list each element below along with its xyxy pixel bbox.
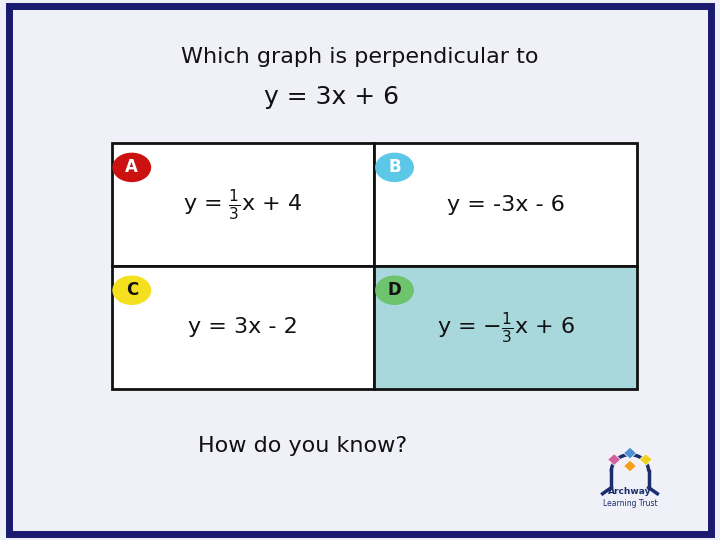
Text: A: A [125,158,138,177]
Text: Learning Trust: Learning Trust [603,500,657,508]
Text: Archway: Archway [608,487,652,496]
Circle shape [376,153,413,181]
Text: Which graph is perpendicular to: Which graph is perpendicular to [181,46,539,67]
Text: B: B [388,158,401,177]
Text: y = $-\frac{1}{3}$x + 6: y = $-\frac{1}{3}$x + 6 [437,310,575,345]
Text: y = 3x - 2: y = 3x - 2 [188,318,298,338]
Text: y = $\frac{1}{3}$x + 4: y = $\frac{1}{3}$x + 4 [184,187,302,222]
Polygon shape [624,447,636,459]
Text: C: C [125,281,138,299]
Circle shape [376,276,413,304]
Polygon shape [608,454,621,465]
Text: y = -3x - 6: y = -3x - 6 [447,194,564,214]
Polygon shape [639,454,652,465]
Text: How do you know?: How do you know? [198,435,407,456]
FancyBboxPatch shape [112,266,374,389]
Polygon shape [624,460,636,472]
FancyBboxPatch shape [9,6,711,534]
Circle shape [113,153,150,181]
Text: y = 3x + 6: y = 3x + 6 [264,85,399,109]
Text: D: D [387,281,402,299]
FancyBboxPatch shape [112,143,374,266]
Circle shape [113,276,150,304]
FancyBboxPatch shape [374,266,637,389]
FancyBboxPatch shape [374,143,637,266]
